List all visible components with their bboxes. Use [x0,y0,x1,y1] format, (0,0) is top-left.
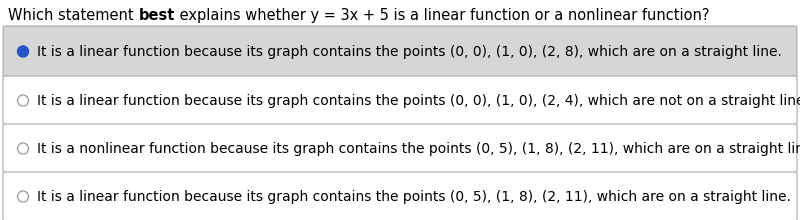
Text: It is a nonlinear function because its graph contains the points (0, 5), (1, 8),: It is a nonlinear function because its g… [37,141,800,156]
FancyBboxPatch shape [3,76,797,125]
Circle shape [18,46,29,57]
Circle shape [18,95,29,106]
Text: best: best [138,8,174,23]
FancyBboxPatch shape [3,26,797,77]
Circle shape [18,143,29,154]
Text: It is a linear function because its graph contains the points (0, 0), (1, 0), (2: It is a linear function because its grap… [37,94,800,108]
FancyBboxPatch shape [3,172,797,220]
Circle shape [18,191,29,202]
Text: It is a linear function because its graph contains the points (0, 5), (1, 8), (2: It is a linear function because its grap… [37,189,791,204]
Text: Which statement: Which statement [8,8,138,23]
FancyBboxPatch shape [3,124,797,173]
Text: explains whether y = 3x + 5 is a linear function or a nonlinear function?: explains whether y = 3x + 5 is a linear … [174,8,709,23]
Text: It is a linear function because its graph contains the points (0, 0), (1, 0), (2: It is a linear function because its grap… [37,44,782,59]
